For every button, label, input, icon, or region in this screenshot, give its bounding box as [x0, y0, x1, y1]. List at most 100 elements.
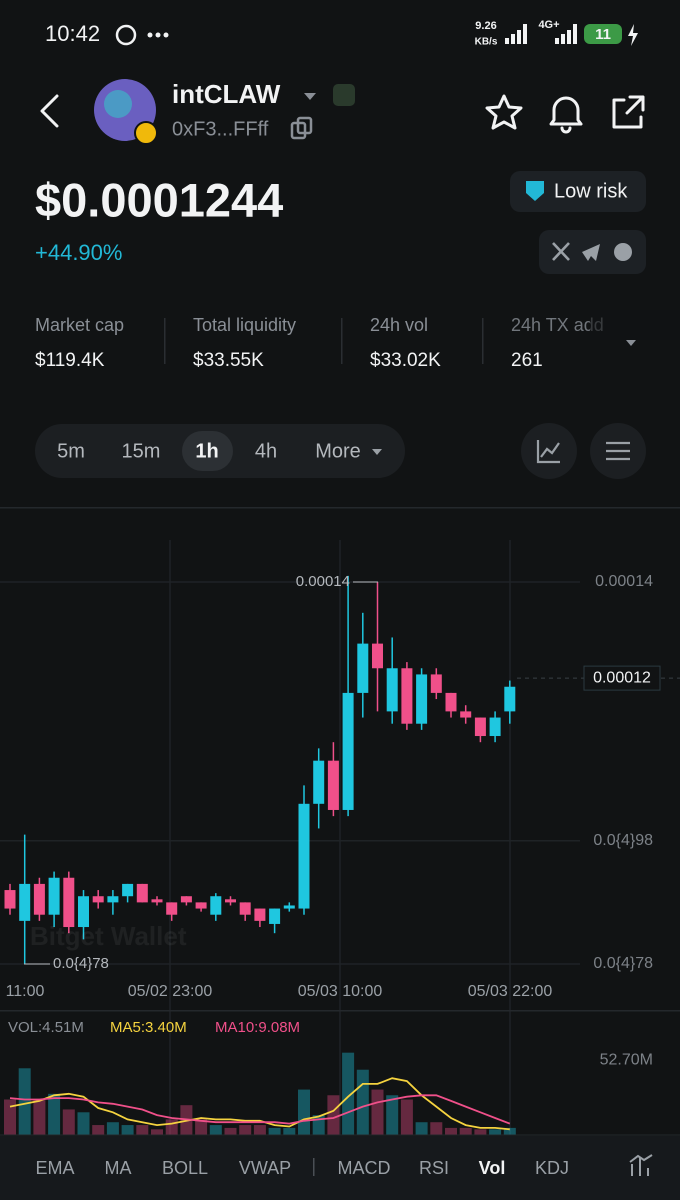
- candle-body: [372, 643, 383, 669]
- volume-bar: [106, 1122, 119, 1135]
- indicator-tab[interactable]: BOLL: [162, 1158, 208, 1178]
- divider: [164, 318, 166, 364]
- candle-body: [19, 883, 31, 921]
- timeframe-button[interactable]: 4h: [255, 440, 277, 462]
- candle-body: [33, 883, 45, 915]
- separator: [0, 1010, 680, 1012]
- battery-level: 11: [595, 26, 611, 43]
- candle-body: [107, 896, 119, 903]
- indicator-tab[interactable]: KDJ: [535, 1158, 569, 1178]
- net-speed: 9.26: [475, 20, 496, 32]
- price-chart: 0.00014 0.0{4}98 0.0{4}78 11:00 05/02 23:00 0…: [0, 540, 680, 1135]
- ma5-line: [9, 1077, 510, 1131]
- candle-body: [48, 877, 60, 915]
- volume-bar: [77, 1112, 90, 1135]
- candle-body: [195, 902, 207, 909]
- volume-bar: [18, 1068, 31, 1135]
- website-link[interactable]: [614, 243, 632, 261]
- volume-bar: [195, 1119, 208, 1135]
- tab-divider: [313, 1158, 315, 1176]
- candle-body: [327, 760, 339, 810]
- ma5-legend: MA5:3.40M: [110, 1019, 187, 1036]
- volume-bar: [327, 1095, 340, 1135]
- volume-bar: [224, 1127, 237, 1135]
- indicator-settings[interactable]: [629, 1154, 653, 1176]
- candle-body: [430, 674, 442, 693]
- indicator-tab[interactable]: RSI: [419, 1158, 449, 1178]
- volume-bar: [415, 1122, 428, 1135]
- timeframe-button[interactable]: 5m: [57, 440, 85, 462]
- timeframes: 5m 15m 1h 4h More: [57, 440, 361, 462]
- x-tick-label: 05/03 10:00: [298, 983, 383, 1000]
- dropdown-caret[interactable]: [304, 93, 316, 100]
- token-name: intCLAW: [172, 79, 281, 109]
- volume-bar: [459, 1127, 472, 1135]
- indicator-tab[interactable]: MA: [105, 1158, 132, 1178]
- candle-body: [386, 668, 398, 712]
- stat-value: $33.55K: [193, 350, 264, 371]
- avatar-art: [104, 90, 132, 118]
- volume-bar: [121, 1125, 134, 1135]
- price: $0.0001244: [35, 173, 283, 226]
- timeframe-button[interactable]: More: [315, 440, 361, 462]
- more-caret[interactable]: [372, 449, 382, 455]
- volume-bar: [298, 1089, 310, 1135]
- candle-body: [342, 692, 354, 810]
- back-button[interactable]: [40, 94, 59, 128]
- candle-body: [269, 908, 281, 924]
- indicator-tab[interactable]: Vol: [479, 1158, 506, 1178]
- candle-body: [460, 711, 472, 718]
- stat-value: 261: [511, 350, 543, 371]
- whatsapp-icon: [115, 24, 137, 46]
- stat-label: Total liquidity: [193, 315, 296, 335]
- signal-2: [555, 24, 577, 44]
- candle-body: [298, 803, 310, 909]
- volume-bar: [62, 1109, 75, 1135]
- candle-body: [416, 674, 428, 724]
- favorite-button[interactable]: [485, 94, 523, 130]
- volume-bar: [33, 1099, 46, 1135]
- stat-label: 24h vol: [370, 315, 428, 335]
- candle-body: [4, 890, 16, 909]
- vol-legend: VOL:4.51M: [8, 1019, 84, 1036]
- x-tick-label: 05/02 23:00: [128, 983, 213, 1000]
- volume-bar: [445, 1127, 457, 1135]
- indicator-tab[interactable]: EMA: [35, 1158, 74, 1178]
- candle-body: [357, 643, 369, 693]
- volume-bar: [356, 1069, 369, 1135]
- share-button[interactable]: [612, 95, 645, 129]
- charging-icon: [628, 24, 638, 46]
- indicator-tab[interactable]: MACD: [338, 1158, 391, 1178]
- settings-icon: [606, 441, 630, 461]
- stat-label: Market cap: [35, 315, 124, 335]
- risk-label: Low risk: [554, 180, 628, 202]
- volume-bar: [503, 1127, 516, 1135]
- battery: [584, 24, 622, 44]
- ma10-line: [9, 1094, 511, 1125]
- stat-value: $119.4K: [35, 350, 105, 371]
- copy-button[interactable]: [290, 116, 313, 140]
- volume-bar: [4, 1099, 16, 1135]
- timeframe-button[interactable]: 1h: [195, 440, 218, 462]
- telegram-link[interactable]: [582, 244, 600, 261]
- tag-icon: [333, 84, 355, 106]
- volume-bar: [48, 1093, 61, 1135]
- timeframe-button[interactable]: 15m: [122, 440, 161, 462]
- alert-button[interactable]: [549, 96, 583, 134]
- x-link[interactable]: [552, 242, 570, 261]
- candle-body: [92, 896, 104, 903]
- risk-shield: [526, 181, 544, 201]
- token-address: 0xF3...FFff: [172, 118, 269, 140]
- low-marker-label: 0.0{4}78: [53, 955, 109, 972]
- candle-body: [78, 896, 89, 928]
- price-change: +44.90%: [35, 240, 122, 265]
- stats-expand[interactable]: [626, 340, 636, 346]
- indicator-tab[interactable]: VWAP: [239, 1158, 291, 1178]
- divider: [482, 318, 484, 364]
- volume-bar: [268, 1127, 281, 1135]
- volume-bar: [209, 1125, 222, 1135]
- y-tick-label: 0.0{4}98: [593, 832, 653, 849]
- candle-body: [445, 692, 457, 712]
